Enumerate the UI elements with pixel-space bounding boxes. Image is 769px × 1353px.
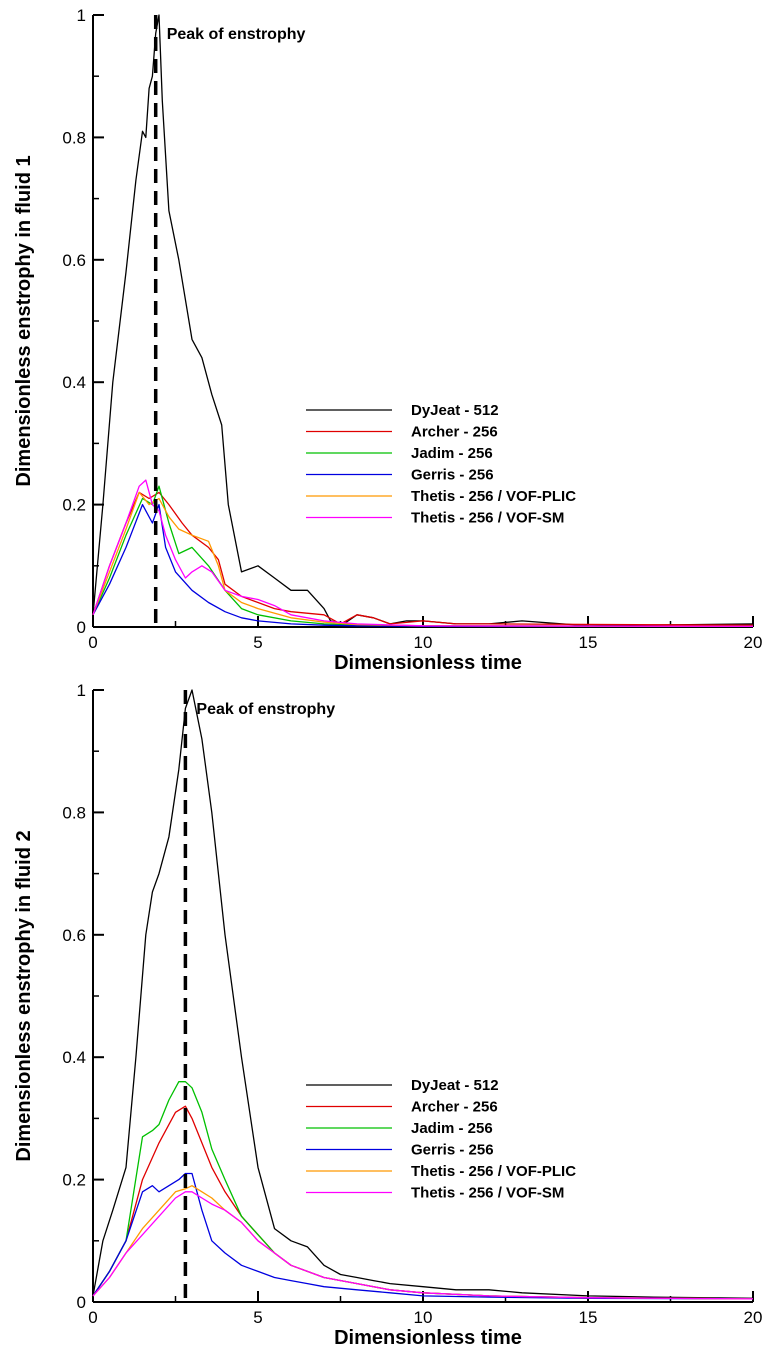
legend: DyJeat - 512 Archer - 256 Jadim - 256 Gerri… — [306, 402, 576, 527]
y-tick-label: 0.4 — [62, 373, 86, 392]
legend-label-2: Archer - 256 — [411, 1099, 498, 1116]
x-tick-label: 20 — [744, 1308, 763, 1327]
x-axis-title: Dimensionless time — [334, 1327, 522, 1349]
legend-label-5: Thetis - 256 / VOF-PLIC — [411, 488, 576, 505]
series-line-6 — [92, 1191, 754, 1300]
series-line-1 — [92, 689, 754, 1299]
series-line-5 — [92, 491, 754, 628]
series-line-1 — [92, 14, 754, 627]
x-tick-label: 10 — [414, 633, 433, 652]
x-tick-label: 20 — [744, 633, 763, 652]
x-tick-label: 15 — [579, 633, 598, 652]
y-axis-title: Dimensionless enstrophy in fluid 1 — [13, 155, 35, 486]
y-tick-label: 1 — [77, 6, 86, 25]
legend-label-2: Archer - 256 — [411, 424, 498, 441]
legend-label-6: Thetis - 256 / VOF-SM — [411, 1185, 564, 1202]
x-tick-label: 5 — [253, 1308, 262, 1327]
y-tick-label: 0.6 — [62, 251, 86, 270]
y-axis-title: Dimensionless enstrophy in fluid 2 — [13, 830, 35, 1161]
chart-panel-2: 0 5 10 15 20 0 0.2 0.4 0.6 0.8 1 Dimensionless time… — [13, 681, 762, 1349]
legend: DyJeat - 512 Archer - 256 Jadim - 256 Gerri… — [306, 1077, 576, 1202]
peak-annotation: Peak of enstrophy — [196, 701, 335, 718]
y-tick-label: 0.8 — [62, 803, 86, 822]
chart-panel-1: 0 5 10 15 20 0 0.2 0.4 0.6 0.8 1 Dimensionless time… — [13, 6, 762, 674]
y-tick-label: 0.4 — [62, 1048, 86, 1067]
legend-label-3: Jadim - 256 — [411, 1120, 493, 1137]
y-tick-label: 0.2 — [62, 1171, 86, 1190]
legend-label-3: Jadim - 256 — [411, 445, 493, 462]
x-tick-label: 5 — [253, 633, 262, 652]
y-tick-label: 0 — [77, 1293, 86, 1312]
series-line-6 — [92, 479, 754, 628]
legend-label-5: Thetis - 256 / VOF-PLIC — [411, 1163, 576, 1180]
legend-label-4: Gerris - 256 — [411, 1142, 494, 1159]
x-tick-label: 0 — [88, 633, 97, 652]
y-tick-label: 1 — [77, 681, 86, 700]
peak-annotation: Peak of enstrophy — [167, 26, 306, 43]
y-tick-label: 0.8 — [62, 128, 86, 147]
y-tick-label: 0.6 — [62, 926, 86, 945]
x-tick-label: 0 — [88, 1308, 97, 1327]
x-axis-title: Dimensionless time — [334, 652, 522, 674]
legend-label-4: Gerris - 256 — [411, 467, 494, 484]
legend-label-1: DyJeat - 512 — [411, 1077, 499, 1094]
series-line-3 — [92, 485, 754, 628]
x-tick-label: 10 — [414, 1308, 433, 1327]
series-line-4 — [92, 1172, 754, 1300]
y-tick-label: 0 — [77, 618, 86, 637]
x-tick-label: 15 — [579, 1308, 598, 1327]
legend-label-1: DyJeat - 512 — [411, 402, 499, 419]
series-line-4 — [92, 503, 753, 628]
legend-label-6: Thetis - 256 / VOF-SM — [411, 510, 564, 527]
y-tick-label: 0.2 — [62, 496, 86, 515]
